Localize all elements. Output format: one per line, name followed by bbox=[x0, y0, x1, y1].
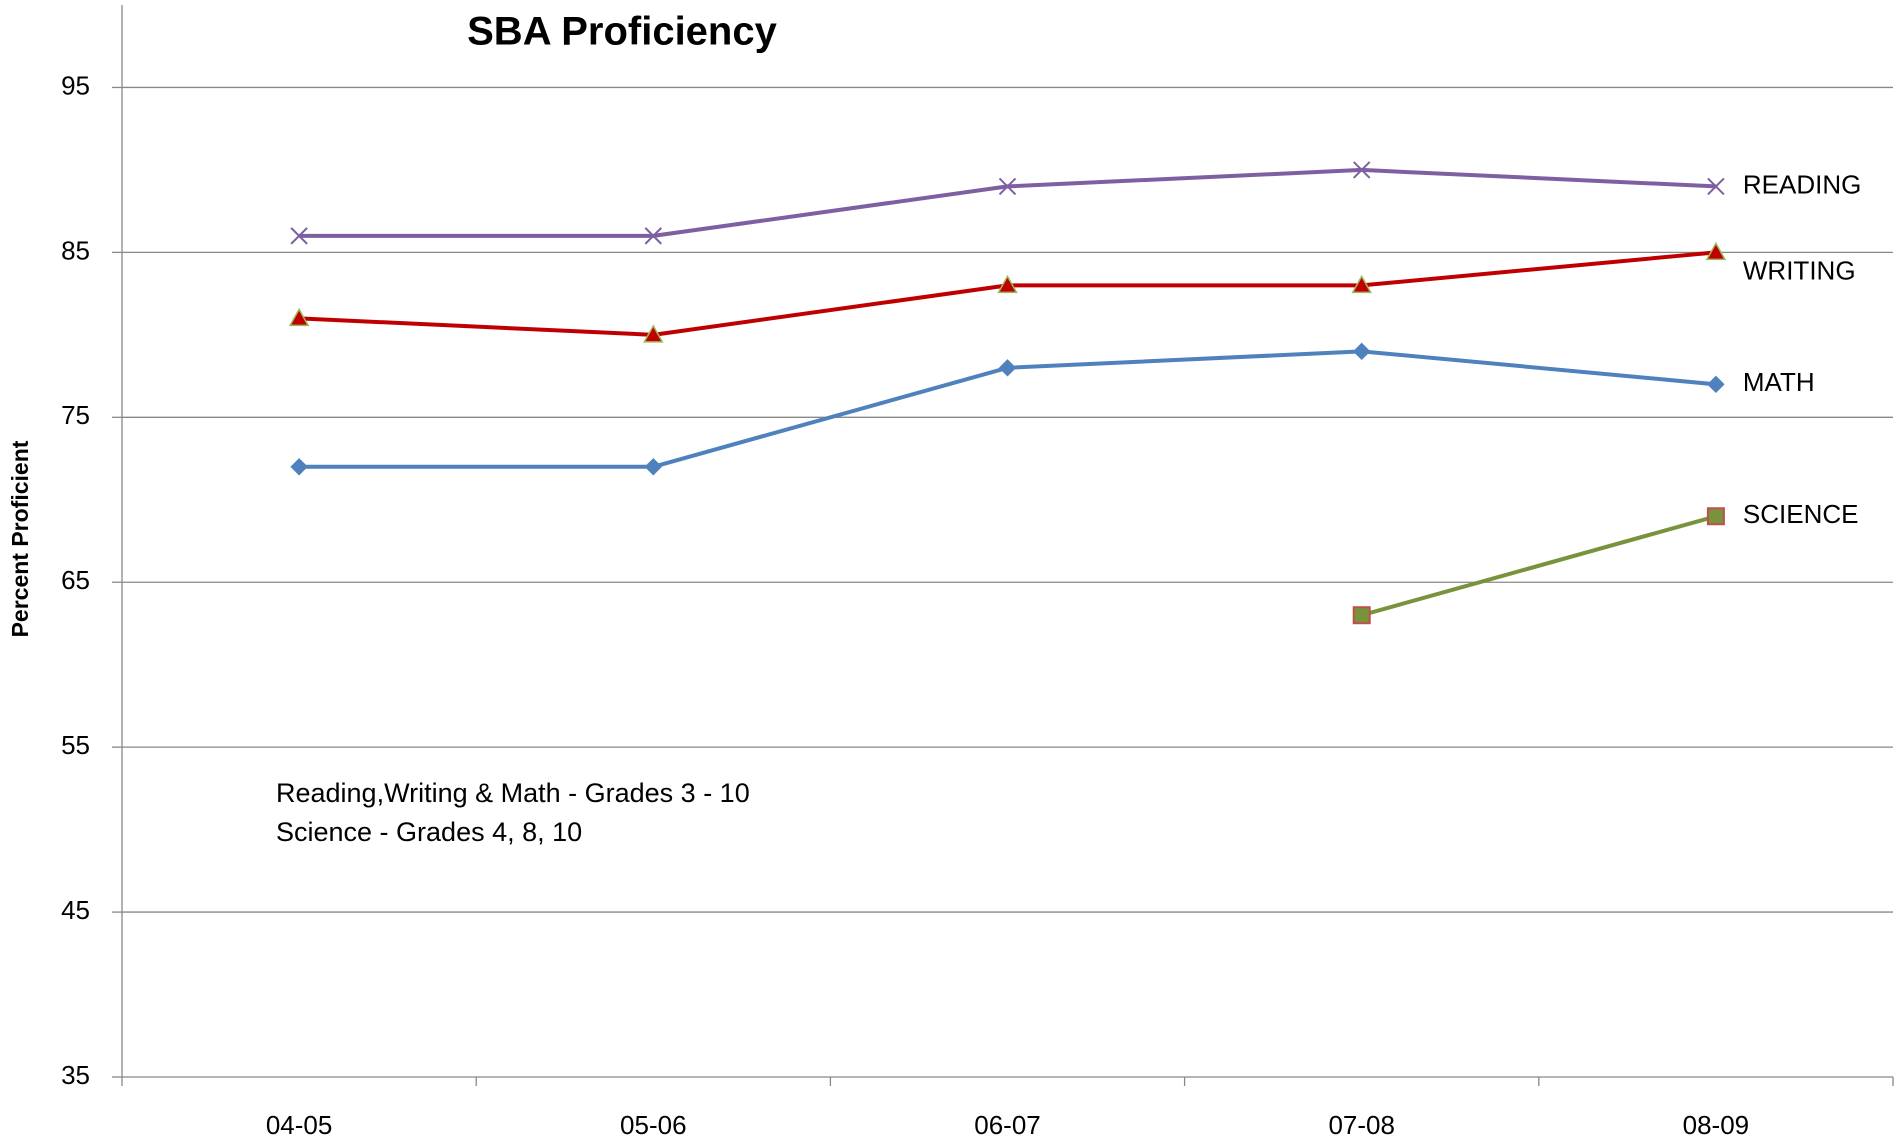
marker bbox=[1707, 177, 1725, 196]
marker bbox=[290, 458, 308, 476]
marker bbox=[643, 324, 664, 343]
marker bbox=[290, 227, 308, 245]
y-axis-title: Percent Proficient bbox=[7, 440, 33, 637]
y-tick-label: 55 bbox=[61, 730, 90, 760]
marker bbox=[644, 227, 663, 245]
x-tick-label: 08-09 bbox=[1683, 1110, 1750, 1140]
y-tick-label: 35 bbox=[61, 1060, 90, 1090]
series-line bbox=[1361, 514, 1717, 618]
marker bbox=[1351, 274, 1372, 294]
marker bbox=[1707, 375, 1725, 394]
x-tick-label: 06-07 bbox=[974, 1110, 1041, 1140]
marker bbox=[1352, 606, 1371, 625]
marker bbox=[644, 458, 663, 476]
chart-title: SBA Proficiency bbox=[467, 10, 777, 54]
series-label: MATH bbox=[1743, 367, 1815, 397]
x-tick-label: 05-06 bbox=[620, 1110, 687, 1140]
y-tick-label: 75 bbox=[61, 400, 90, 430]
marker bbox=[1352, 161, 1371, 179]
series-label: READING bbox=[1743, 169, 1861, 199]
y-tick-label: 95 bbox=[61, 70, 90, 100]
annotation: Reading,Writing & Math - Grades 3 - 10 bbox=[276, 778, 750, 808]
marker bbox=[1706, 507, 1725, 526]
marker bbox=[1705, 241, 1727, 261]
marker bbox=[288, 307, 310, 327]
marker bbox=[998, 359, 1017, 377]
series-label: SCIENCE bbox=[1743, 499, 1859, 529]
marker bbox=[1352, 342, 1371, 361]
y-tick-label: 65 bbox=[61, 565, 90, 595]
y-tick-label: 85 bbox=[61, 235, 90, 265]
marker bbox=[997, 274, 1018, 294]
series-line bbox=[299, 250, 1717, 337]
series-line bbox=[299, 167, 1716, 238]
x-tick-label: 04-05 bbox=[266, 1110, 333, 1140]
y-tick-label: 45 bbox=[61, 895, 90, 925]
x-tick-label: 07-08 bbox=[1328, 1110, 1395, 1140]
annotation: Science - Grades 4, 8, 10 bbox=[276, 817, 582, 847]
series-label: WRITING bbox=[1743, 255, 1856, 285]
marker bbox=[998, 177, 1017, 196]
